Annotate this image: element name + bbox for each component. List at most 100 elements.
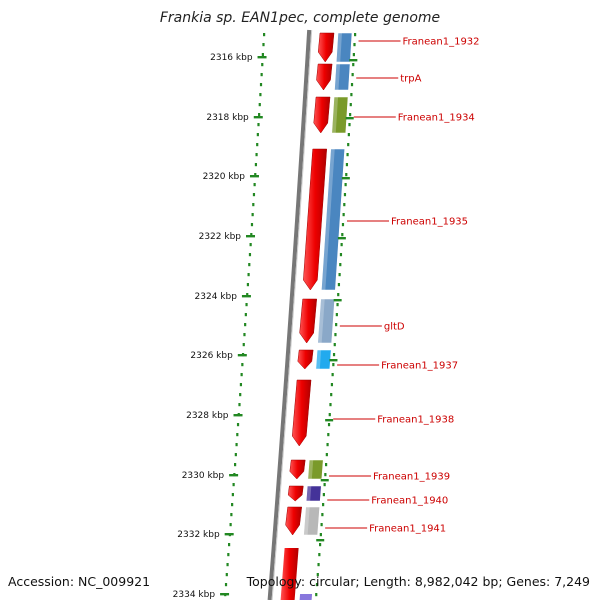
tick-mark bbox=[246, 235, 256, 238]
gene-label: Franean1_1934 bbox=[398, 113, 475, 124]
outer-guide-dot bbox=[319, 533, 322, 537]
cog-bar bbox=[331, 96, 349, 134]
gene-labels: Franean1_1932 trpA Franean1_1934 Franean1_1… bbox=[325, 37, 480, 535]
inner-guide-dot bbox=[236, 433, 239, 437]
inner-guide-dot bbox=[243, 333, 246, 337]
outer-guide-dot bbox=[329, 403, 332, 407]
outer-guide-dot bbox=[322, 493, 325, 497]
inner-guide-dot bbox=[261, 63, 264, 67]
outer-guide-dot bbox=[344, 183, 347, 187]
gene-arrow bbox=[303, 148, 327, 291]
tick-label: 2316 kbp bbox=[210, 53, 253, 63]
outer-guide-dot bbox=[350, 83, 354, 87]
outer-guide-dot bbox=[341, 233, 344, 237]
outer-tick-mark bbox=[320, 479, 329, 482]
outer-guide-dot bbox=[351, 73, 354, 77]
cog-bar-shine bbox=[306, 486, 312, 501]
tick-mark bbox=[249, 175, 259, 178]
inner-guide-dot bbox=[239, 393, 242, 397]
outer-guide-dot bbox=[347, 143, 350, 147]
outer-guide-dot bbox=[346, 153, 349, 157]
gene-arrow bbox=[299, 298, 317, 344]
tick-mark bbox=[257, 56, 267, 59]
backbone-line bbox=[267, 29, 312, 600]
outer-guide-dot bbox=[353, 43, 356, 47]
accession-text: Accession: NC_009921 bbox=[8, 574, 151, 589]
backbone-highlight bbox=[271, 29, 313, 600]
gene-arrow bbox=[317, 32, 335, 63]
tick-mark bbox=[224, 533, 234, 536]
inner-guide-dot bbox=[244, 313, 247, 317]
outer-guide-dot bbox=[354, 33, 357, 37]
inner-guide-dot bbox=[231, 503, 234, 507]
inner-guide-dot bbox=[248, 253, 252, 257]
outer-guide-dot bbox=[320, 523, 323, 527]
inner-guide-dot bbox=[252, 203, 255, 207]
tick-mark bbox=[233, 414, 243, 417]
inner-guide-dot bbox=[256, 143, 259, 147]
inner-guide-dot bbox=[254, 173, 257, 177]
inner-guide-dot bbox=[239, 383, 243, 387]
inner-guide-dot bbox=[232, 483, 235, 487]
outer-guide-dot bbox=[331, 373, 334, 377]
outer-guide-dot bbox=[328, 413, 331, 417]
gene-arrow bbox=[287, 485, 304, 502]
inner-guide-dot bbox=[259, 93, 262, 97]
gene-label: gltD bbox=[384, 322, 405, 333]
inner-guide-dot bbox=[229, 523, 232, 527]
tick-label: 2324 kbp bbox=[195, 292, 238, 302]
outer-guide-dot bbox=[325, 463, 328, 467]
inner-guide-dot bbox=[224, 583, 228, 587]
outer-guide-dot bbox=[330, 383, 334, 387]
inner-guide-dot bbox=[246, 283, 250, 287]
gene-arrow bbox=[289, 459, 306, 480]
outer-guide-dot bbox=[349, 103, 352, 107]
inner-guide-dot bbox=[251, 213, 254, 217]
outer-guide-dot bbox=[339, 253, 343, 257]
map-title: Frankia sp. EAN1pec, complete genome bbox=[159, 10, 441, 26]
outer-guide-dot bbox=[326, 443, 329, 447]
outer-guide-dot bbox=[352, 53, 355, 57]
inner-guide-dot bbox=[241, 363, 244, 367]
cog-bar bbox=[334, 63, 351, 91]
gene-track bbox=[280, 32, 353, 600]
inner-guide-dot bbox=[240, 373, 243, 377]
inner-guide-dot bbox=[248, 263, 251, 267]
inner-guide-dot bbox=[230, 513, 233, 517]
outer-guide-dot bbox=[318, 553, 321, 557]
outer-guide-dot bbox=[318, 543, 322, 547]
inner-guide-dot bbox=[247, 273, 250, 277]
inner-guide-dot bbox=[260, 73, 263, 77]
outer-guide-dot bbox=[315, 593, 318, 597]
inner-guide-dot bbox=[258, 103, 261, 107]
tick-mark bbox=[237, 354, 247, 357]
gene-label: Franean1_1935 bbox=[391, 217, 468, 228]
inner-guide-dot bbox=[250, 223, 254, 227]
outer-guide-dot bbox=[332, 363, 335, 367]
gene-label: Franean1_1938 bbox=[377, 415, 454, 426]
outer-guide-dot bbox=[339, 263, 342, 267]
gene-arrow bbox=[313, 96, 331, 134]
outer-guide-dot bbox=[343, 193, 347, 197]
outer-guide-dot bbox=[348, 123, 351, 127]
gene-arrow bbox=[316, 63, 333, 91]
outer-tick-mark bbox=[329, 359, 338, 362]
inner-guide-dot bbox=[246, 293, 249, 297]
outer-guide-dot bbox=[336, 303, 339, 307]
inner-guide-dot bbox=[257, 123, 260, 127]
outer-tick-mark bbox=[345, 117, 354, 120]
tick-mark bbox=[253, 116, 263, 119]
outer-guide-dot bbox=[337, 283, 341, 287]
tick-label: 2330 kbp bbox=[182, 471, 225, 481]
outer-tick-mark bbox=[349, 59, 358, 62]
tick-label: 2328 kbp bbox=[186, 411, 229, 421]
outer-tick-mark bbox=[333, 299, 342, 302]
inner-guide-dot bbox=[225, 573, 228, 577]
cog-bar bbox=[305, 485, 322, 502]
outer-guide-dot bbox=[330, 393, 333, 397]
tick-label: 2334 kbp bbox=[173, 590, 216, 600]
outer-guide-dot bbox=[321, 513, 324, 517]
outer-guide-dot bbox=[345, 163, 349, 167]
outer-guide-dot bbox=[350, 93, 353, 97]
